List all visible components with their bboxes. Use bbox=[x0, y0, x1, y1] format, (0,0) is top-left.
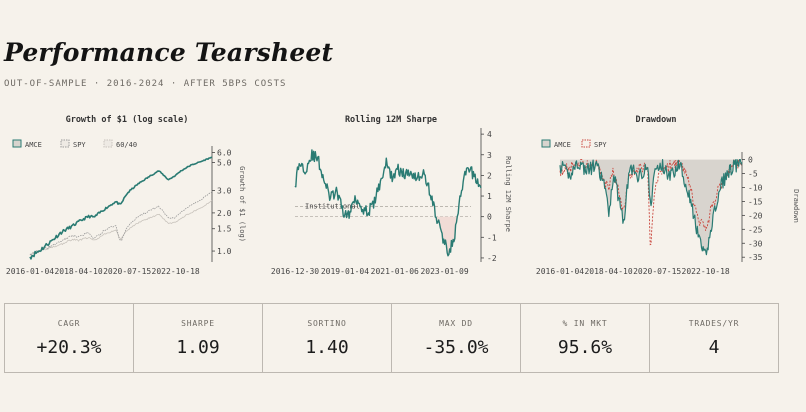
series-line-spy bbox=[29, 191, 213, 256]
stat-in-market: % IN MKT 95.6% bbox=[520, 304, 649, 372]
sharpe-chart: Rolling 12M Sharpe -2 -1 0 1 2 3 4 2016-12-30 201… bbox=[271, 114, 512, 276]
series-line-amce bbox=[294, 149, 482, 257]
x-tick-label: 2020-07-15 bbox=[633, 267, 681, 276]
y-axis-label: Growth of $1 (log) bbox=[238, 166, 246, 242]
y-tick-label: -5 bbox=[748, 170, 758, 179]
x-tick-label: 2018-04-10 bbox=[54, 267, 102, 276]
y-tick-label: -2 bbox=[487, 254, 497, 263]
x-tick-label: 2023-01-09 bbox=[420, 267, 468, 276]
legend-label: AMCE bbox=[25, 141, 42, 149]
stat-sharpe: SHARPE 1.09 bbox=[133, 304, 262, 372]
x-tick-label: 2020-07-15 bbox=[103, 267, 151, 276]
y-tick-label: 2 bbox=[487, 171, 492, 180]
chart-title: Drawdown bbox=[636, 115, 677, 125]
negative-area bbox=[295, 216, 481, 256]
y-tick-label: 1 bbox=[487, 192, 492, 201]
stat-trades-per-year: TRADES/YR 4 bbox=[649, 304, 778, 372]
x-tick-label: 2016-12-30 bbox=[271, 267, 319, 276]
legend-label: SPY bbox=[73, 141, 86, 149]
growth-chart: Growth of $1 (log scale)1.01.52.03.05.06… bbox=[6, 115, 246, 276]
stat-label: TRADES/YR bbox=[688, 319, 740, 328]
y-axis-label: Drawdown bbox=[792, 189, 800, 223]
y-tick-label: 4 bbox=[487, 130, 492, 139]
stat-cagr: CAGR +20.3% bbox=[5, 304, 133, 372]
x-tick-label: 2018-04-10 bbox=[584, 267, 632, 276]
y-tick-label: 0 bbox=[748, 156, 753, 165]
x-tick-label: 2019-01-04 bbox=[321, 267, 369, 276]
series-line-amce bbox=[559, 159, 743, 256]
stat-label: SHARPE bbox=[181, 319, 215, 328]
stat-value: 95.6% bbox=[557, 337, 613, 358]
stat-value: 1.09 bbox=[176, 337, 220, 358]
y-tick-label: -10 bbox=[748, 183, 763, 192]
chart-title: Growth of $1 (log scale) bbox=[66, 115, 189, 125]
stat-value: +20.3% bbox=[36, 337, 102, 358]
stat-value: -35.0% bbox=[423, 337, 489, 358]
page-subtitle: OUT-OF-SAMPLE · 2016-2024 · AFTER 5BPS C… bbox=[4, 79, 287, 89]
y-tick-label: -15 bbox=[748, 197, 763, 206]
x-tick-label: 2022-10-18 bbox=[682, 267, 730, 276]
legend-label: SPY bbox=[594, 141, 607, 149]
y-tick-label: 1.5 bbox=[217, 225, 232, 234]
legend-swatch bbox=[103, 139, 113, 148]
page-title: Performance Tearsheet bbox=[4, 38, 334, 67]
stats-panel: CAGR +20.3% SHARPE 1.09 SORTINO 1.40 MAX… bbox=[4, 303, 779, 373]
y-tick-label: -20 bbox=[748, 211, 763, 220]
stat-label: SORTINO bbox=[307, 319, 347, 328]
x-tick-label: 2022-10-18 bbox=[152, 267, 200, 276]
y-tick-label: 0 bbox=[487, 213, 492, 222]
y-tick-label: -30 bbox=[748, 239, 763, 248]
series-line-amce bbox=[29, 156, 213, 260]
stat-sortino: SORTINO 1.40 bbox=[262, 304, 391, 372]
stat-label: % IN MKT bbox=[562, 319, 608, 328]
chart-title: Rolling 12M Sharpe bbox=[345, 114, 437, 125]
y-tick-label: 1.0 bbox=[217, 247, 232, 256]
legend-label: 60/40 bbox=[116, 141, 137, 149]
legend-swatch bbox=[581, 139, 591, 148]
stat-label: CAGR bbox=[57, 319, 81, 328]
y-tick-label: 2.0 bbox=[217, 209, 232, 218]
stat-max-dd: MAX DD -35.0% bbox=[391, 304, 520, 372]
legend-swatch bbox=[12, 139, 22, 148]
y-axis-label: Rolling 12M Sharpe bbox=[504, 156, 512, 232]
x-tick-label: 2021-01-06 bbox=[371, 267, 419, 276]
reference-label: Institutional bbox=[305, 202, 360, 210]
y-tick-label: 5.0 bbox=[217, 158, 232, 167]
y-tick-label: -25 bbox=[748, 225, 763, 234]
stat-label: MAX DD bbox=[439, 319, 473, 328]
x-tick-label: 2016-01-04 bbox=[536, 267, 584, 276]
series-line-60-40 bbox=[29, 200, 213, 256]
y-tick-label: 6.0 bbox=[217, 148, 232, 157]
y-tick-label: -1 bbox=[487, 233, 497, 242]
x-tick-label: 2016-01-04 bbox=[6, 267, 54, 276]
y-tick-label: 3.0 bbox=[217, 187, 232, 196]
legend-label: AMCE bbox=[554, 141, 571, 149]
y-tick-label: -35 bbox=[748, 253, 763, 262]
stat-value: 1.40 bbox=[305, 337, 349, 358]
stat-value: 4 bbox=[708, 337, 720, 358]
legend-swatch bbox=[60, 139, 70, 148]
legend-swatch bbox=[541, 139, 551, 148]
y-tick-label: 3 bbox=[487, 151, 492, 160]
